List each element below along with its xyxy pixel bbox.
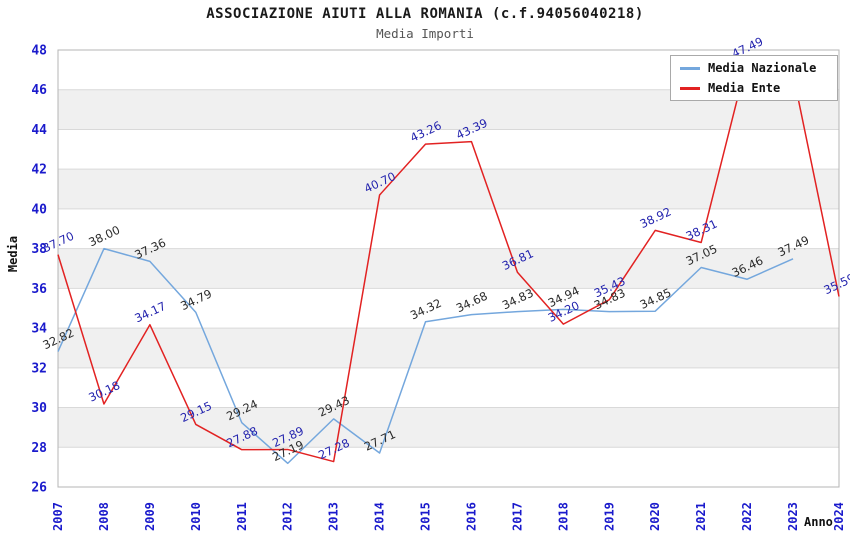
x-tick-label: 2017 — [510, 502, 524, 531]
plot-border — [57, 49, 840, 488]
x-tick-label: 2008 — [97, 502, 111, 531]
y-tick-label: 40 — [31, 202, 47, 217]
y-tick-label: 34 — [31, 322, 47, 337]
y-tick-label: 36 — [31, 282, 47, 297]
y-tick-label: 28 — [31, 441, 47, 456]
x-tick-label: 2010 — [189, 502, 203, 531]
x-tick-label: 2024 — [832, 502, 846, 531]
y-tick-label: 42 — [31, 163, 47, 178]
legend-swatch-media-ente — [680, 86, 700, 90]
legend-label-media-nazionale: Media Nazionale — [708, 61, 817, 75]
y-tick-label: 30 — [31, 401, 47, 416]
data-label: 34.17 — [132, 299, 168, 326]
x-tick-label: 2011 — [235, 502, 249, 531]
x-tick-label: 2016 — [464, 502, 478, 531]
series-line-media-ente — [57, 59, 840, 463]
x-tick-label: 2022 — [740, 502, 754, 531]
data-label: 34.68 — [454, 289, 490, 316]
x-tick-label: 2023 — [786, 502, 800, 531]
chart-title: ASSOCIAZIONE AIUTI ALLA ROMANIA (c.f.940… — [206, 6, 644, 22]
x-tick-label: 2015 — [419, 502, 433, 531]
plot-band — [58, 248, 839, 289]
x-tick-label: 2007 — [51, 502, 65, 531]
plot-band — [58, 407, 839, 448]
y-tick-label: 38 — [31, 242, 47, 257]
y-tick-label: 44 — [31, 123, 47, 138]
legend-item-media-nazionale: Media Nazionale — [680, 61, 837, 75]
data-label: 34.79 — [178, 286, 214, 313]
y-tick-label: 48 — [31, 44, 47, 59]
x-tick-label: 2018 — [556, 502, 570, 531]
x-tick-label: 2019 — [602, 502, 616, 531]
x-tick-label: 2020 — [648, 502, 662, 531]
x-tick-label: 2014 — [373, 502, 387, 531]
data-label: 34.85 — [638, 285, 674, 312]
plot-band — [58, 169, 839, 209]
data-label: 34.83 — [500, 286, 536, 313]
chart-subtitle: Media Importi — [376, 26, 474, 41]
x-tick-label: 2013 — [327, 502, 341, 531]
legend: Media Nazionale Media Ente — [670, 55, 838, 101]
series-line-media-nazionale — [57, 247, 794, 465]
x-axis-title: Anno — [804, 515, 833, 529]
legend-swatch-media-nazionale — [680, 66, 700, 70]
data-label: 38.00 — [86, 223, 122, 250]
x-tick-label: 2009 — [143, 502, 157, 531]
data-label: 30.18 — [86, 378, 122, 405]
x-tick-label: 2012 — [281, 502, 295, 531]
legend-item-media-ente: Media Ente — [680, 81, 837, 95]
x-tick-label: 2021 — [694, 502, 708, 531]
y-tick-label: 46 — [31, 83, 47, 98]
y-tick-label: 32 — [31, 361, 47, 376]
plot-band — [58, 328, 839, 368]
y-tick-label: 26 — [31, 481, 47, 496]
legend-label-media-ente: Media Ente — [708, 81, 781, 95]
data-label: 34.32 — [408, 296, 444, 323]
